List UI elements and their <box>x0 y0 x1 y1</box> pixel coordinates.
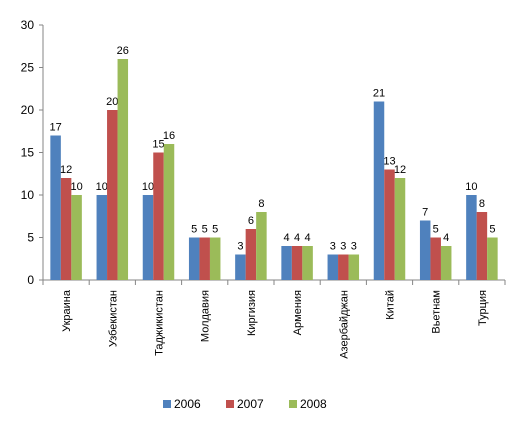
bar-2007-0 <box>60 178 72 280</box>
bar-2006-8 <box>419 220 431 280</box>
data-label: 4 <box>294 232 300 244</box>
data-label: 6 <box>248 215 254 227</box>
data-label: 3 <box>351 241 357 253</box>
y-tick-label: 10 <box>21 188 35 202</box>
data-label: 10 <box>96 181 108 193</box>
bar-2008-1 <box>117 59 129 280</box>
bar-2007-1 <box>107 110 118 280</box>
data-label: 16 <box>163 130 175 142</box>
category-label: Узбекистан <box>107 290 119 347</box>
data-label: 3 <box>237 241 243 253</box>
data-label: 8 <box>479 198 485 210</box>
bar-2007-6 <box>338 254 349 280</box>
data-label: 3 <box>340 241 346 253</box>
bar-2006-5 <box>281 246 292 280</box>
category-label: Армения <box>292 290 304 335</box>
bar-2006-3 <box>188 237 200 280</box>
y-tick-label: 30 <box>21 18 35 32</box>
data-label: 21 <box>373 88 385 100</box>
bar-2008-7 <box>394 178 406 280</box>
data-label: 5 <box>489 224 495 236</box>
data-label: 10 <box>465 181 477 193</box>
category-label: Турция <box>477 290 489 326</box>
bar-2006-7 <box>373 101 385 280</box>
bar-2008-0 <box>71 195 82 280</box>
legend-label: 2008 <box>300 397 327 411</box>
data-label: 26 <box>117 45 129 57</box>
y-tick-label: 5 <box>27 231 34 245</box>
data-label: 5 <box>191 224 197 236</box>
data-label: 8 <box>258 198 264 210</box>
legend-swatch-2006 <box>163 400 171 408</box>
data-label: 5 <box>433 224 439 236</box>
data-label: 12 <box>394 164 406 176</box>
bar-2006-6 <box>327 254 339 280</box>
bar-2007-8 <box>430 237 441 280</box>
bar-2008-3 <box>209 237 221 280</box>
bar-2006-9 <box>466 195 477 280</box>
bar-2006-4 <box>235 254 246 280</box>
category-label: Киргизия <box>246 290 258 336</box>
bar-2006-2 <box>142 195 154 280</box>
data-label: 10 <box>70 181 82 193</box>
bar-2008-4 <box>256 212 267 280</box>
bar-2007-4 <box>245 229 257 280</box>
data-label: 4 <box>305 232 311 244</box>
data-label: 7 <box>422 207 428 219</box>
bar-2008-8 <box>440 246 452 280</box>
bar-2008-6 <box>348 254 360 280</box>
y-tick-label: 0 <box>27 273 34 287</box>
data-label: 4 <box>284 232 290 244</box>
y-tick-label: 20 <box>21 103 35 117</box>
data-label: 20 <box>106 96 118 108</box>
category-label: Молдавия <box>200 290 212 342</box>
bar-2007-9 <box>476 212 488 280</box>
legend-swatch-2007 <box>226 400 234 408</box>
category-label: Китай <box>385 290 397 320</box>
bar-2007-3 <box>199 237 210 280</box>
data-label: 17 <box>49 122 61 134</box>
y-tick-label: 15 <box>21 146 35 160</box>
data-label: 15 <box>152 139 164 151</box>
bar-2008-2 <box>163 144 175 280</box>
legend-label: 2007 <box>237 397 264 411</box>
legend-swatch-2008 <box>289 400 297 408</box>
data-label: 13 <box>383 156 395 168</box>
data-label: 3 <box>330 241 336 253</box>
category-label: Азербайджан <box>338 290 350 359</box>
bar-2007-5 <box>291 246 303 280</box>
data-label: 5 <box>212 224 218 236</box>
bar-2008-5 <box>302 246 313 280</box>
bar-2006-1 <box>96 195 108 280</box>
data-label: 4 <box>443 232 449 244</box>
bar-2007-7 <box>384 169 395 280</box>
data-label: 10 <box>142 181 154 193</box>
data-label: 12 <box>60 164 72 176</box>
legend-label: 2006 <box>174 397 201 411</box>
category-label: Таджикистан <box>154 290 166 356</box>
bar-2008-9 <box>487 237 498 280</box>
bar-2006-0 <box>50 135 61 280</box>
bar-2007-2 <box>153 152 164 280</box>
data-label: 5 <box>202 224 208 236</box>
category-label: Украина <box>61 289 73 332</box>
category-label: Вьетнам <box>431 290 443 334</box>
y-tick-label: 25 <box>21 61 35 75</box>
